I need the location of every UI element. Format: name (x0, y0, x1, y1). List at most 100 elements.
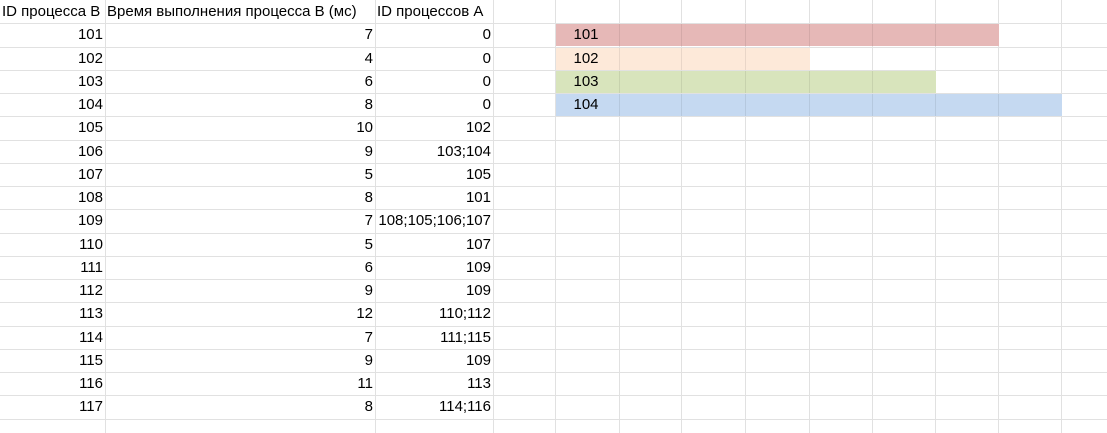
cell-process-a-ids[interactable]: 0 (482, 26, 491, 43)
grid-row-line (0, 233, 1107, 234)
cell-process-b-id[interactable]: 113 (79, 305, 103, 322)
gantt-bar[interactable] (556, 48, 810, 70)
grid-row-line (0, 256, 1107, 257)
grid-row-line (0, 93, 1107, 94)
cell-execution-time[interactable]: 8 (364, 398, 373, 415)
cell-execution-time[interactable]: 4 (364, 50, 373, 67)
cell-process-b-id[interactable]: 101 (77, 26, 103, 43)
cell-process-b-id[interactable]: 105 (77, 119, 103, 136)
cell-execution-time[interactable]: 6 (364, 259, 373, 276)
cell-process-a-ids[interactable]: 109 (465, 352, 491, 369)
grid-row-line (0, 326, 1107, 327)
grid-column-line (105, 0, 106, 433)
cell-process-b-id[interactable]: 109 (77, 212, 103, 229)
gantt-cell-divider (872, 94, 873, 116)
grid-row-line (0, 140, 1107, 141)
cell-process-b-id[interactable]: 115 (79, 352, 103, 369)
gantt-cell-divider (872, 71, 873, 93)
cell-process-a-ids[interactable]: 0 (482, 50, 491, 67)
cell-process-b-id[interactable]: 112 (79, 282, 103, 299)
cell-process-a-ids[interactable]: 102 (465, 119, 491, 136)
cell-execution-time[interactable]: 7 (364, 329, 373, 346)
cell-execution-time[interactable]: 7 (364, 26, 373, 43)
grid-row-line (0, 395, 1107, 396)
grid-row-line (0, 349, 1107, 350)
header-process-b-id[interactable]: ID процесса B (2, 3, 101, 20)
cell-process-b-id[interactable]: 117 (79, 398, 103, 415)
grid-row-line (0, 372, 1107, 373)
cell-execution-time[interactable]: 8 (364, 189, 373, 206)
gantt-cell-divider (681, 24, 682, 46)
cell-process-a-ids[interactable]: 111;115 (440, 329, 491, 346)
cell-process-b-id[interactable]: 104 (77, 96, 103, 113)
cell-execution-time[interactable]: 11 (357, 375, 373, 392)
grid-column-line (619, 0, 620, 433)
cell-execution-time[interactable]: 8 (364, 96, 373, 113)
cell-process-b-id[interactable]: 108 (77, 189, 103, 206)
grid-column-line (1061, 0, 1062, 433)
gantt-cell-divider (619, 94, 620, 116)
grid-column-line (681, 0, 682, 433)
cell-execution-time[interactable]: 9 (364, 143, 373, 160)
grid-row-line (0, 419, 1107, 420)
cell-process-a-ids[interactable]: 109 (465, 282, 491, 299)
grid-row-line (0, 23, 1107, 24)
cell-process-a-ids[interactable]: 0 (482, 73, 491, 90)
gantt-cell-divider (681, 71, 682, 93)
grid-row-line (0, 163, 1107, 164)
cell-process-a-ids[interactable]: 107 (465, 236, 491, 253)
header-execution-time[interactable]: Время выполнения процесса B (мс) (107, 3, 357, 20)
gantt-bar[interactable] (556, 71, 936, 93)
cell-process-a-ids[interactable]: 0 (482, 96, 491, 113)
grid-column-line (809, 0, 810, 433)
cell-process-a-ids[interactable]: 109 (465, 259, 491, 276)
gantt-cell-divider (745, 24, 746, 46)
gantt-cell-divider (745, 71, 746, 93)
cell-process-a-ids[interactable]: 105 (465, 166, 491, 183)
grid-column-line (935, 0, 936, 433)
cell-process-b-id[interactable]: 116 (79, 375, 103, 392)
cell-execution-time[interactable]: 9 (364, 282, 373, 299)
cell-execution-time[interactable]: 10 (356, 119, 373, 136)
grid-row-line (0, 302, 1107, 303)
grid-row-line (0, 279, 1107, 280)
gantt-cell-divider (935, 94, 936, 116)
cell-execution-time[interactable]: 7 (364, 212, 373, 229)
grid-column-line (745, 0, 746, 433)
grid-column-line (493, 0, 494, 433)
cell-process-b-id[interactable]: 106 (77, 143, 103, 160)
cell-execution-time[interactable]: 5 (364, 166, 373, 183)
cell-execution-time[interactable]: 9 (364, 352, 373, 369)
cell-process-b-id[interactable]: 102 (77, 50, 103, 67)
cell-process-b-id[interactable]: 103 (77, 73, 103, 90)
gantt-cell-divider (745, 48, 746, 70)
gantt-cell-divider (935, 24, 936, 46)
cell-execution-time[interactable]: 6 (364, 73, 373, 90)
gantt-cell-divider (681, 94, 682, 116)
gantt-cell-divider (619, 48, 620, 70)
grid-row-line (0, 116, 1107, 117)
cell-process-a-ids[interactable]: 113 (467, 375, 491, 392)
cell-process-b-id[interactable]: 114 (79, 329, 103, 346)
cell-process-b-id[interactable]: 110 (79, 236, 103, 253)
grid-row-line (0, 47, 1107, 48)
header-process-a-ids[interactable]: ID процессов A (377, 3, 484, 20)
cell-execution-time[interactable]: 12 (356, 305, 373, 322)
cell-process-a-ids[interactable]: 103;104 (436, 143, 491, 160)
gantt-bar-label: 102 (573, 50, 599, 67)
cell-process-a-ids[interactable]: 114;116 (439, 398, 491, 415)
cell-process-a-ids[interactable]: 108;105;106;107 (378, 212, 491, 229)
gantt-bar[interactable] (556, 24, 999, 46)
cell-process-a-ids[interactable]: 110;112 (439, 305, 491, 322)
grid-row-line (0, 209, 1107, 210)
grid-row-line (0, 70, 1107, 71)
cell-process-a-ids[interactable]: 101 (465, 189, 491, 206)
gantt-bar-label: 103 (573, 73, 599, 90)
gantt-bar[interactable] (556, 94, 1062, 116)
cell-process-b-id[interactable]: 111 (80, 259, 103, 276)
cell-execution-time[interactable]: 5 (364, 236, 373, 253)
gantt-cell-divider (619, 71, 620, 93)
grid-column-line (375, 0, 376, 433)
cell-process-b-id[interactable]: 107 (77, 166, 103, 183)
